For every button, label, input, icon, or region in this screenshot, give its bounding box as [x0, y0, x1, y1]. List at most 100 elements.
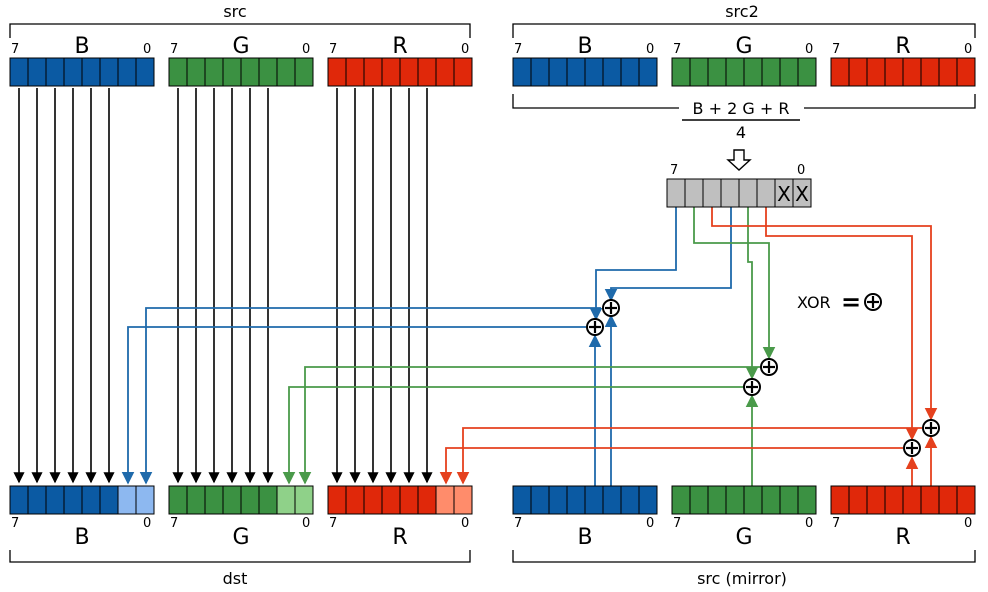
- src-g-register-bit-5: [204, 57, 224, 87]
- src2-g-register-bit-2: [761, 57, 781, 87]
- src2-r-register-bit-0: [956, 57, 976, 87]
- mask-dont-care-bit-0: X: [795, 182, 809, 206]
- mirror-r-register-bit-3: [902, 485, 922, 515]
- src-r-register-bit-6: [345, 57, 365, 87]
- red-mask-wire-a: [711, 207, 938, 421]
- src-b-register-bit-lo-label: 0: [143, 42, 151, 57]
- src-g-register-bit-hi-label: 7: [170, 42, 178, 57]
- dst-b-register-bit-4: [63, 485, 83, 515]
- mirror-r-register-bit-2: [920, 485, 940, 515]
- src-b-register-bit-hi-label: 7: [11, 42, 19, 57]
- src-g-register-bit-3: [240, 57, 260, 87]
- mirror-g-register-channel-label: G: [735, 525, 752, 550]
- mirror-b-register-bit-3: [584, 485, 604, 515]
- dst-title: dst: [223, 569, 248, 588]
- mirror-g-register-bit-3: [743, 485, 763, 515]
- dst-g-register-bit-1: [276, 485, 296, 515]
- dst-r-register-bit-1: [435, 485, 455, 515]
- green-out-wire-a: [298, 366, 761, 485]
- src-g-register-bit-1: [276, 57, 296, 87]
- src-g-register-bit-4: [222, 57, 242, 87]
- src-r-register: R 7 0: [327, 34, 473, 87]
- dst-b-register-bit-hi-label: 7: [11, 516, 19, 531]
- xor-blue-b-icon: [586, 318, 604, 336]
- mask-bit-4: [720, 178, 740, 208]
- src-g-register-bit-6: [186, 57, 206, 87]
- mirror-r-register-bit-0: [956, 485, 976, 515]
- dst-g-register-bit-lo-label: 0: [302, 516, 310, 531]
- src2-r-register-bit-3: [902, 57, 922, 87]
- mirror-g-register-bit-0: [797, 485, 817, 515]
- dst-g-register-bit-3: [240, 485, 260, 515]
- dst-r-register-bit-hi-label: 7: [329, 516, 337, 531]
- src2-g-register-channel-label: G: [735, 34, 752, 59]
- src2-r-register-bit-hi-label: 7: [832, 42, 840, 57]
- src2-b-register-bit-6: [530, 57, 550, 87]
- mirror-b-register-bit-5: [548, 485, 568, 515]
- dst-r-register-bit-4: [381, 485, 401, 515]
- mirror-b-register-channel-label: B: [577, 525, 592, 550]
- mirror-b-register-bit-lo-label: 0: [646, 516, 654, 531]
- dst-g-register-bit-2: [258, 485, 278, 515]
- dst-b-register: B 7 0: [9, 485, 155, 550]
- mirror-g-register-bit-2: [761, 485, 781, 515]
- mirror-g-register-bit-5: [707, 485, 727, 515]
- dst-b-register-bit-1: [117, 485, 137, 515]
- legend-xor-icon: [864, 293, 882, 311]
- mirror-b-register-bit-7: [512, 485, 532, 515]
- src-r-register-channel-label: R: [392, 34, 407, 59]
- src-b-register-bit-4: [63, 57, 83, 87]
- src-g-register-bit-0: [294, 57, 314, 87]
- mirror-r-register: R 7 0: [830, 485, 976, 550]
- blue-mask-wire-b: [604, 207, 732, 302]
- dst-r-register: R 7 0: [327, 485, 473, 550]
- src2-b-register-bit-7: [512, 57, 532, 87]
- mirror-b-register-bit-hi-label: 7: [514, 516, 522, 531]
- dst-r-register-bit-3: [399, 485, 419, 515]
- src-b-register-bit-3: [81, 57, 101, 87]
- mirror-b-register-bit-1: [620, 485, 640, 515]
- src2-g-register-bit-0: [797, 57, 817, 87]
- src2-b-register-bit-1: [620, 57, 640, 87]
- dst-g-register-bit-7: [168, 485, 188, 515]
- xor-red-b-icon: [903, 439, 921, 457]
- dst-r-register-bit-5: [363, 485, 383, 515]
- mask-bit-2: [756, 178, 776, 208]
- formula-denominator: 4: [736, 123, 746, 142]
- src-b-register-bit-6: [27, 57, 47, 87]
- src2-r-register: R 7 0: [830, 34, 976, 87]
- mirror-g-register-bit-4: [725, 485, 745, 515]
- src2-r-register-bit-5: [866, 57, 886, 87]
- src-g-register-bit-lo-label: 0: [302, 42, 310, 57]
- src2-r-register-bit-7: [830, 57, 850, 87]
- src2-r-register-bit-lo-label: 0: [964, 42, 972, 57]
- mask-bit-lo: 0: [797, 163, 805, 178]
- xor-red-a-icon: [922, 419, 940, 437]
- src-b-register-channel-label: B: [74, 34, 89, 59]
- src2-g-register-bit-1: [779, 57, 799, 87]
- src-b-register-bit-1: [117, 57, 137, 87]
- src2-b-register-bit-4: [566, 57, 586, 87]
- src2-b-register: B 7 0: [512, 34, 658, 87]
- src-b-register-bit-7: [9, 57, 29, 87]
- mirror-r-register-bit-lo-label: 0: [964, 516, 972, 531]
- src-b-register: B 7 0: [9, 34, 155, 87]
- src2-g-register-bit-lo-label: 0: [805, 42, 813, 57]
- mirror-r-register-bit-5: [866, 485, 886, 515]
- src2-g-register-bit-hi-label: 7: [673, 42, 681, 57]
- xor-green-b-icon: [743, 378, 761, 396]
- dst-r-register-bit-lo-label: 0: [461, 516, 469, 531]
- dst-r-register-bit-6: [345, 485, 365, 515]
- src2-g-register-bit-5: [707, 57, 727, 87]
- mirror-b-register-bit-6: [530, 485, 550, 515]
- legend-xor-label: XOR: [797, 293, 831, 312]
- dst-g-register-channel-label: G: [232, 525, 249, 550]
- down-arrow-icon: [726, 149, 752, 171]
- src2-b-register-bit-2: [602, 57, 622, 87]
- src2-g-register-bit-6: [689, 57, 709, 87]
- src-b-register-bit-2: [99, 57, 119, 87]
- src2-b-register-bit-0: [638, 57, 658, 87]
- src-b-register-bit-5: [45, 57, 65, 87]
- src-r-register-bit-2: [417, 57, 437, 87]
- mirror-r-register-bit-hi-label: 7: [832, 516, 840, 531]
